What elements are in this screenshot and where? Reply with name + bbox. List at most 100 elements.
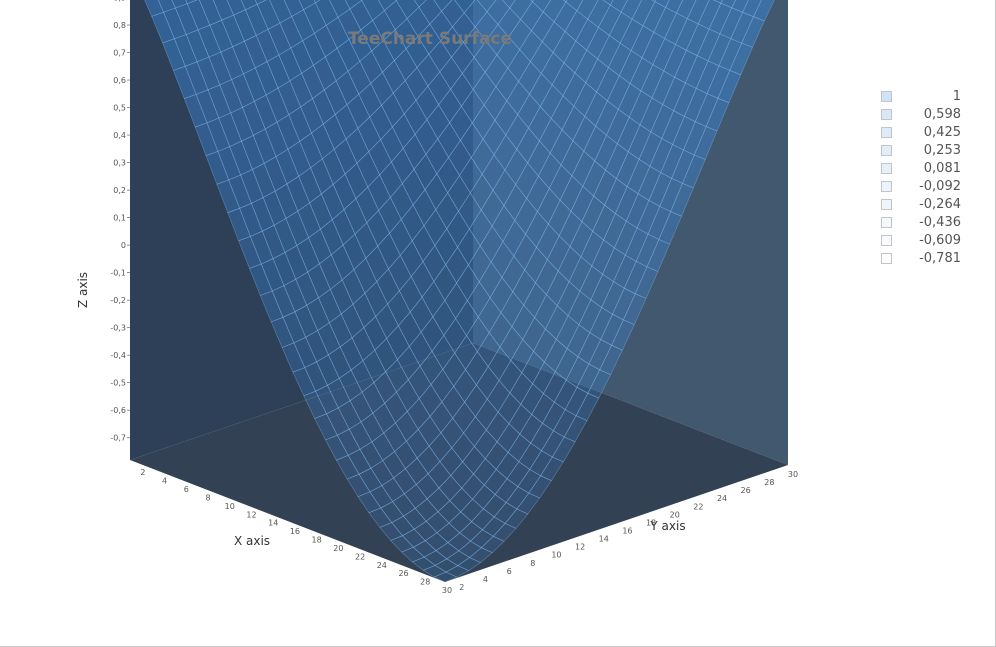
surface-cell (399, 276, 423, 313)
surface-cell (575, 392, 600, 421)
surface-cell (615, 186, 639, 222)
y-tick-label: 8 (530, 559, 535, 568)
surface-cell (173, 65, 197, 99)
surface-cell (449, 487, 473, 513)
surface-cell (576, 363, 601, 394)
x-tick-label: 12 (246, 510, 256, 519)
surface-cell (573, 82, 597, 117)
surface-cell (396, 379, 420, 412)
surface-cell (686, 23, 710, 57)
y-tick-label: 22 (693, 502, 703, 511)
surface-cell (442, 352, 466, 387)
y-tick-label: 26 (741, 486, 751, 495)
surface-cell (377, 0, 397, 12)
surface-cell (374, 337, 398, 373)
surface-cell (364, 281, 388, 317)
surface-cell (325, 434, 349, 461)
surface-cell (493, 502, 518, 524)
y-tick-label: 14 (599, 535, 609, 544)
surface-cell (488, 312, 513, 348)
surface-cell (459, 157, 483, 194)
surface-cell (563, 40, 588, 74)
surface-cell (229, 140, 253, 176)
surface-cell (544, 338, 568, 373)
surface-cell (420, 316, 445, 352)
surface-cell (620, 0, 642, 20)
surface-cell (348, 29, 372, 62)
surface-cell (508, 403, 533, 435)
surface-cell (503, 183, 527, 221)
surface-cell (392, 493, 416, 517)
surface-mesh (144, 0, 775, 583)
surface-cell (242, 100, 266, 136)
surface-cell (558, 210, 583, 248)
surface-cell (447, 532, 472, 552)
surface-cell (356, 151, 380, 188)
surface-cell (530, 422, 554, 452)
surface-cell (444, 282, 468, 320)
surface-cell (299, 132, 323, 169)
surface-cell (400, 204, 425, 242)
surface-cell (339, 337, 364, 371)
legend-label: 0,081 (923, 160, 961, 176)
surface-cell (685, 55, 709, 89)
surface-cell (694, 93, 719, 128)
surface-cell (454, 335, 478, 371)
legend-item: 0,598 (881, 105, 961, 123)
surface-cell (540, 456, 564, 481)
surface-cell (232, 40, 256, 75)
surface-cell (171, 0, 188, 9)
legend-label: -0,436 (919, 214, 961, 230)
surface-cell (309, 193, 333, 230)
surface-cell (486, 0, 511, 25)
y-tick-label: 12 (575, 543, 585, 552)
surface-cell (262, 190, 287, 226)
surface-cell (230, 106, 254, 142)
surface-cell (469, 209, 493, 247)
surface-cell (359, 441, 384, 469)
surface-cell (415, 85, 440, 121)
surface-cell (310, 158, 334, 195)
surface-cell (319, 254, 343, 290)
y-tick-label: 20 (670, 510, 680, 519)
surface-cell (480, 189, 505, 227)
surface-cell (317, 322, 341, 356)
surface-cell (519, 30, 543, 63)
surface-cell (696, 28, 721, 62)
surface-cell (328, 346, 352, 379)
y-axis-label: Y axis (649, 519, 685, 533)
surface-cell (612, 287, 636, 321)
surface-cell (618, 50, 643, 84)
surface-cell (183, 94, 208, 128)
surface-cell (642, 1, 666, 33)
surface-cell (278, 47, 302, 82)
surface-cell (275, 148, 300, 185)
surface-cell (522, 317, 546, 352)
surface-cell (637, 165, 662, 201)
surface-cell (274, 183, 299, 219)
surface-cell (601, 281, 625, 315)
surface-cell (336, 38, 361, 72)
surface-cell (455, 300, 479, 337)
surface-cell (391, 515, 415, 537)
surface-cell (277, 80, 302, 116)
legend-swatch (881, 198, 892, 210)
chart-title: TeeChart Surface (348, 29, 512, 49)
surface-cell (379, 161, 403, 198)
surface-cell (437, 500, 462, 524)
surface-cell (207, 84, 232, 119)
surface-cell (194, 122, 219, 157)
surface-cell (361, 382, 386, 414)
surface-cell (494, 100, 519, 136)
surface-cell (387, 290, 411, 327)
surface-cell (552, 409, 577, 438)
z-tick-label: -0,5 (110, 379, 126, 388)
surface-cell (263, 156, 288, 192)
surface-cell (290, 40, 314, 74)
surface-cell (597, 34, 621, 68)
surface-cell (605, 143, 629, 180)
surface-cell (261, 224, 286, 260)
surface-cell (348, 421, 373, 450)
surface-cell (506, 461, 531, 488)
